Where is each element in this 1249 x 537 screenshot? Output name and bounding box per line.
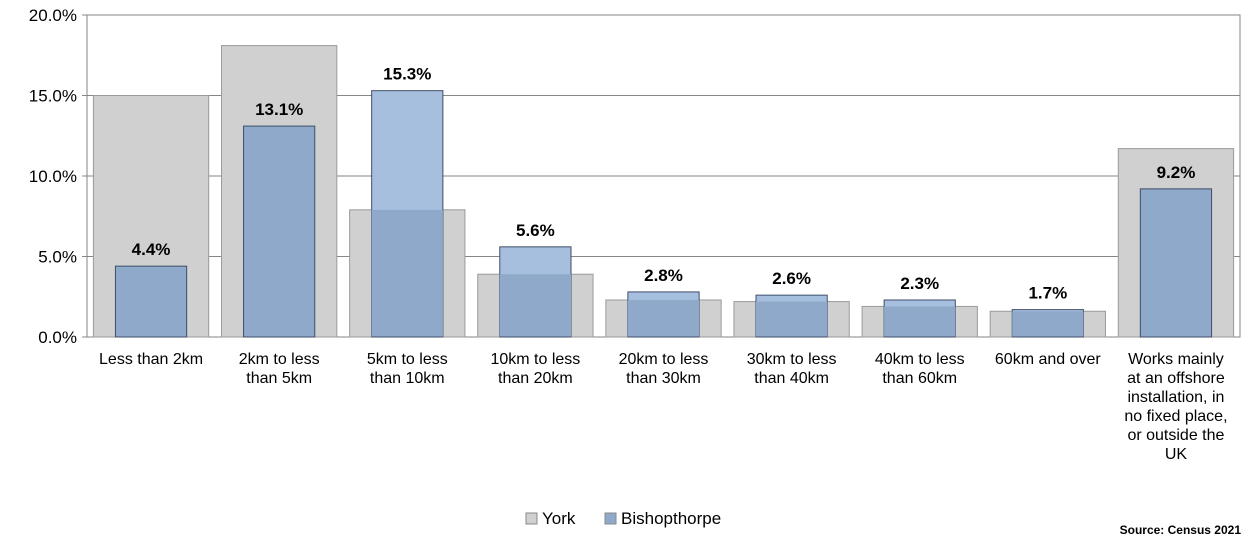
bar-bishopthorpe-overlap (1012, 311, 1084, 337)
legend-label: Bishopthorpe (621, 509, 721, 528)
x-tick-label: than 10km (370, 370, 445, 387)
x-tick-label: than 5km (246, 370, 312, 387)
bar-bishopthorpe-overlap (371, 209, 443, 337)
x-tick-label: 20km to less (619, 351, 709, 368)
legend-swatch (525, 512, 538, 525)
y-tick-label: 0.0% (38, 328, 77, 347)
x-tick-label: 30km to less (747, 351, 837, 368)
bar-bishopthorpe (1139, 188, 1213, 338)
x-tick-label: 10km to less (490, 351, 580, 368)
data-labels: 4.4% 13.1% 15.3% 5.6% 2.8% 2.6% 2.3% 1.7% 9.2% (132, 65, 1196, 303)
data-label: 13.1% (255, 100, 303, 119)
x-tick-label: 40km to less (875, 351, 965, 368)
y-tick-label: 5.0% (38, 248, 77, 267)
data-label: 9.2% (1157, 163, 1196, 182)
legend-label: York (542, 509, 576, 528)
x-tick-label: installation, in (1127, 389, 1224, 406)
bars (92, 45, 1235, 338)
data-label: 15.3% (383, 65, 431, 84)
legend-swatch (604, 512, 617, 525)
bar-bishopthorpe-overlap (884, 306, 956, 337)
x-tick-label: than 30km (626, 370, 701, 387)
legend: York Bishopthorpe (525, 509, 721, 528)
bar-bishopthorpe (243, 125, 316, 338)
data-label: 5.6% (516, 221, 555, 240)
x-tick-label: UK (1165, 446, 1188, 463)
x-tick-label: no fixed place, (1124, 408, 1227, 425)
x-tick-label: Less than 2km (99, 351, 203, 368)
x-tick-label: Works mainly (1128, 351, 1224, 368)
data-label: 4.4% (132, 240, 171, 259)
data-label: 2.3% (900, 274, 939, 293)
bar-bishopthorpe-overlap (755, 301, 828, 337)
bar-bishopthorpe-overlap (499, 274, 572, 337)
x-tick-label: than 40km (754, 370, 829, 387)
x-tick-label: or outside the (1127, 427, 1224, 444)
x-tick-label: 2km to less (239, 351, 320, 368)
data-label: 2.6% (772, 269, 811, 288)
data-label: 1.7% (1028, 284, 1067, 303)
bar-bishopthorpe (114, 265, 188, 338)
y-tick-label: 20.0% (29, 6, 77, 25)
x-tick-label: than 20km (498, 370, 573, 387)
y-tick-label: 15.0% (29, 87, 77, 106)
bar-bishopthorpe-overlap (627, 299, 700, 337)
y-tick-label: 10.0% (29, 167, 77, 186)
x-tick-label: 60km and over (995, 351, 1102, 368)
source-note: Source: Census 2021 (1119, 523, 1241, 537)
x-tick-label: 5km to less (367, 351, 448, 368)
x-tick-label: at an offshore (1127, 370, 1225, 387)
x-axis: Less than 2km 2km to less than 5km 5km to l… (99, 351, 1228, 463)
data-label: 2.8% (644, 266, 683, 285)
x-tick-label: than 60km (882, 370, 957, 387)
y-axis: 0.0% 5.0% 10.0% 15.0% 20.0% (29, 6, 87, 347)
